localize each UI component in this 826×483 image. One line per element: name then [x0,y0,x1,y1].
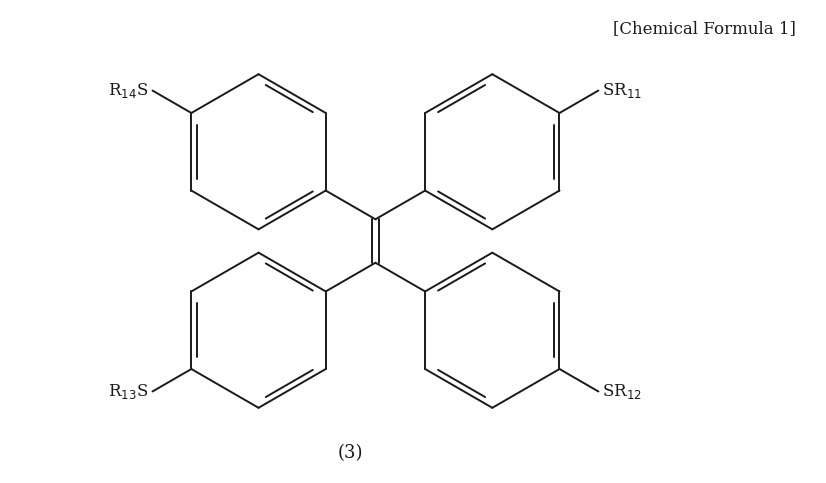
Text: SR$_{12}$: SR$_{12}$ [602,382,642,401]
Text: R$_{13}$S: R$_{13}$S [108,382,149,401]
Text: (3): (3) [338,444,363,462]
Text: R$_{14}$S: R$_{14}$S [108,81,149,100]
Text: SR$_{11}$: SR$_{11}$ [602,81,642,100]
Text: [Chemical Formula 1]: [Chemical Formula 1] [613,21,795,38]
